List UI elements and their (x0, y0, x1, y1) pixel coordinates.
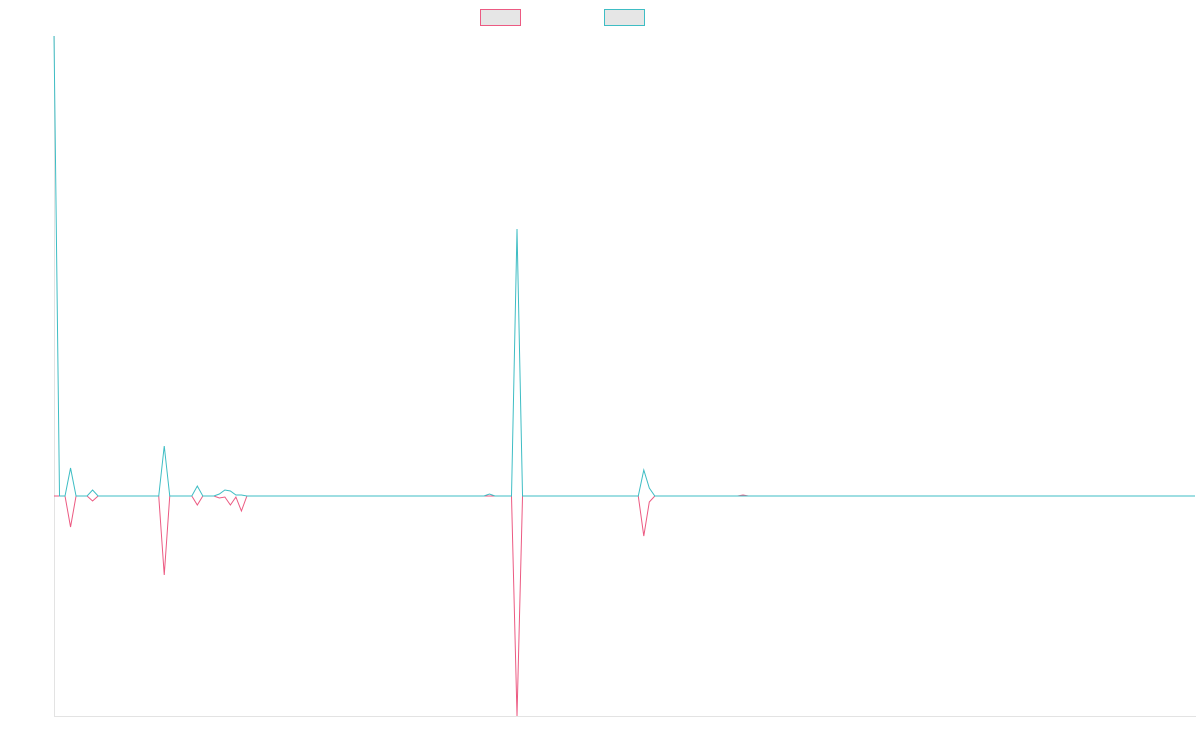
legend-swatch (604, 9, 645, 26)
legend-swatch (480, 9, 521, 26)
series-line (54, 494, 1195, 717)
series-line (53, 35, 1195, 497)
